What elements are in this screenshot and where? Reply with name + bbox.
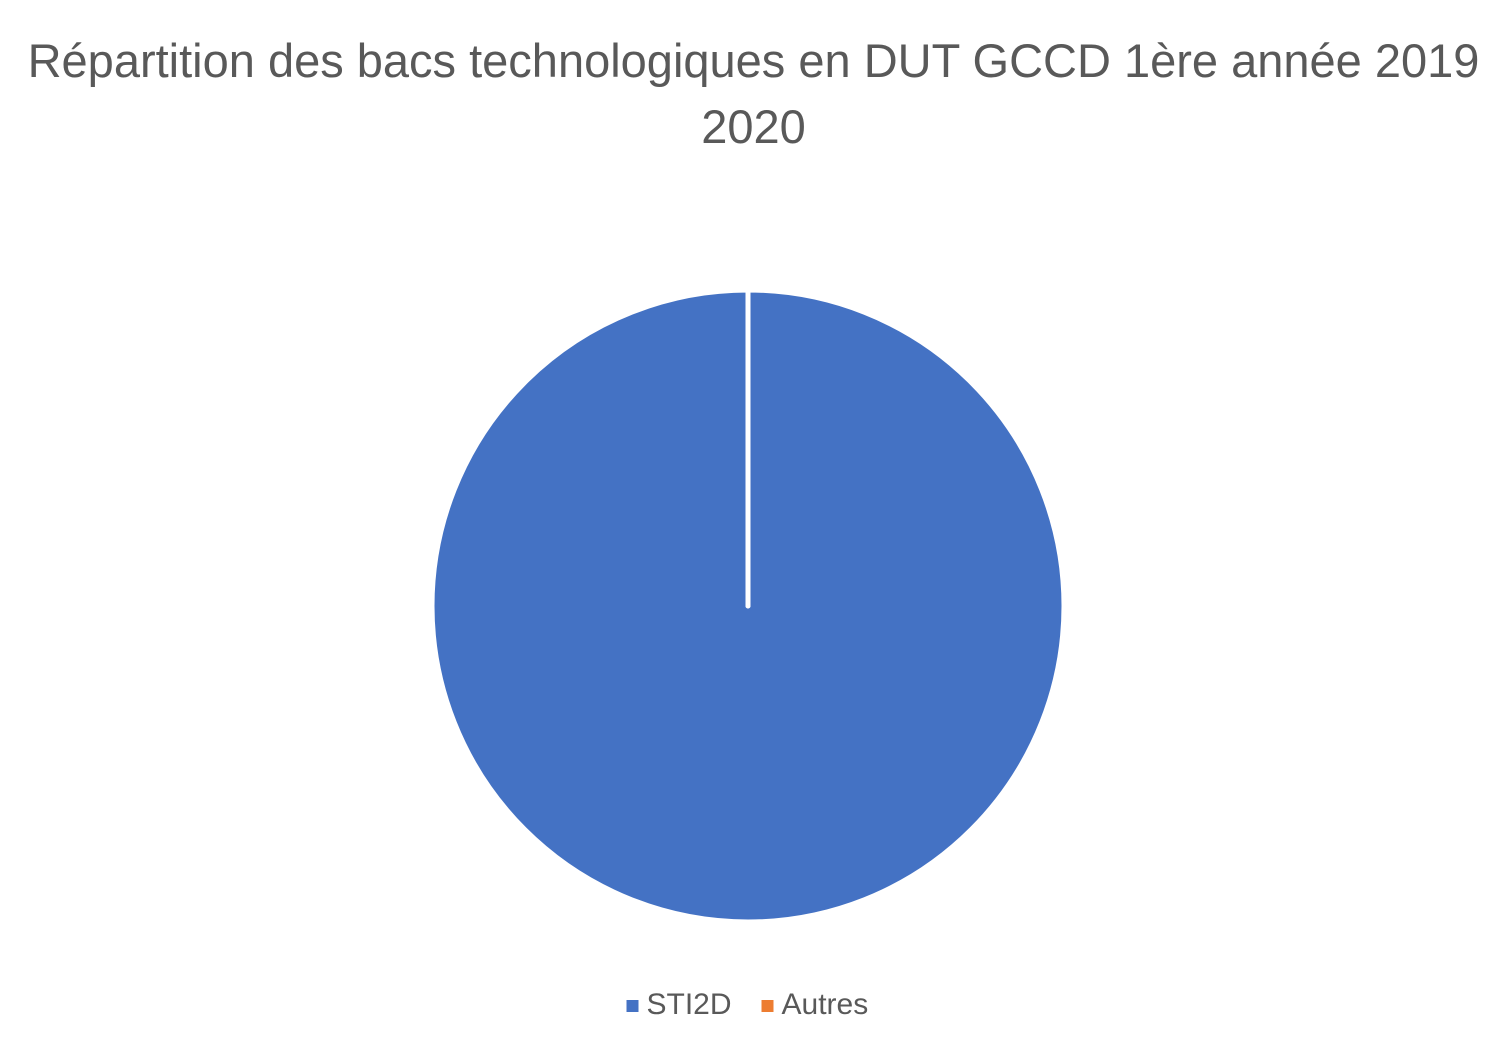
legend-label: Autres xyxy=(782,988,869,1021)
legend-swatch xyxy=(761,1000,774,1012)
legend-label: STI2D xyxy=(647,988,732,1021)
legend-swatch xyxy=(626,1000,639,1012)
chart-title: Répartition des bacs technologiques en D… xyxy=(27,34,1480,153)
